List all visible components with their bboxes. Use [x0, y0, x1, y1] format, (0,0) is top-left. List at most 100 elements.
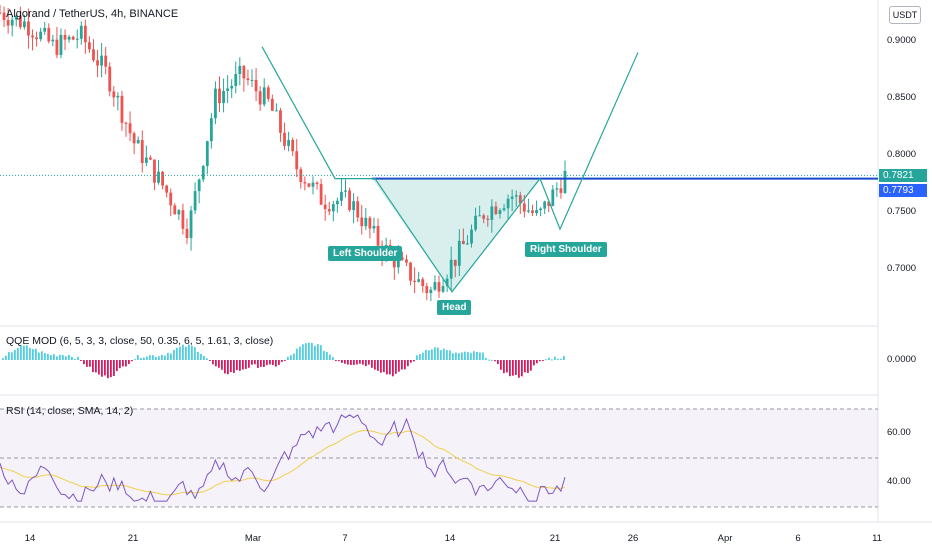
- candle-body: [270, 98, 274, 111]
- candle-body: [148, 157, 152, 160]
- candle-body: [169, 192, 173, 206]
- qqe-bar: [206, 358, 208, 360]
- qqe-bar: [467, 352, 469, 360]
- candle-body: [205, 141, 209, 166]
- qqe-bar: [446, 350, 448, 360]
- right-shoulder-label: Right Shoulder: [525, 242, 607, 257]
- qqe-bar: [41, 351, 43, 360]
- candle-body: [510, 196, 514, 199]
- candle-body: [116, 95, 120, 98]
- qqe-bar: [272, 360, 274, 366]
- candle-body: [360, 217, 364, 227]
- qqe-bar: [344, 360, 346, 364]
- candle-body: [108, 66, 112, 92]
- candle-body: [315, 182, 319, 185]
- pattern-fill: [335, 178, 540, 292]
- candle-body: [327, 209, 331, 212]
- qqe-bar: [521, 360, 523, 377]
- candle-body: [372, 225, 376, 229]
- qqe-bar: [407, 360, 409, 367]
- qqe-bar: [266, 360, 268, 366]
- candle-body: [161, 171, 164, 186]
- qqe-bar: [554, 356, 556, 360]
- candle-body: [478, 215, 482, 217]
- qqe-bar: [314, 345, 316, 360]
- candle-body: [59, 34, 63, 55]
- qqe-bar: [212, 360, 214, 365]
- candle-body: [100, 55, 104, 66]
- qqe-bar: [164, 355, 166, 360]
- qqe-bar: [557, 358, 559, 360]
- qqe-bar: [404, 360, 406, 370]
- candle-body: [441, 286, 445, 292]
- qqe-bar: [464, 351, 466, 360]
- time-axis-tick: 7: [342, 533, 348, 544]
- qqe-indicator-label[interactable]: QQE MOD (6, 5, 3, 3, close, 50, 0.35, 6,…: [6, 335, 274, 347]
- candle-body: [303, 182, 307, 184]
- candle-body: [311, 182, 315, 187]
- candle-body: [457, 240, 461, 266]
- currency-badge[interactable]: USDT: [889, 6, 921, 24]
- qqe-bar: [431, 349, 433, 360]
- qqe-bar: [440, 350, 442, 360]
- candle-body: [104, 55, 108, 67]
- qqe-bar: [371, 360, 373, 368]
- qqe-bar: [215, 360, 217, 367]
- qqe-bar: [395, 360, 397, 374]
- qqe-bar: [8, 352, 10, 360]
- qqe-bar: [545, 359, 547, 361]
- qqe-bar: [482, 352, 484, 360]
- candle-body: [189, 210, 193, 239]
- qqe-bar: [257, 360, 259, 368]
- qqe-bar: [383, 360, 385, 373]
- candle-body: [140, 140, 144, 163]
- candle-body: [445, 278, 449, 287]
- qqe-bar: [251, 360, 253, 365]
- qqe-bar: [530, 360, 532, 371]
- qqe-bar: [560, 358, 562, 360]
- time-axis-tick: Apr: [717, 533, 733, 544]
- left-shoulder-label: Left Shoulder: [328, 246, 403, 261]
- qqe-bar: [470, 353, 472, 360]
- qqe-bar: [527, 360, 529, 373]
- candle-body: [214, 88, 217, 119]
- candle-body: [250, 79, 254, 81]
- qqe-bar: [14, 349, 16, 360]
- qqe-bar: [176, 347, 178, 360]
- qqe-bar: [38, 352, 40, 360]
- qqe-bar: [419, 353, 421, 360]
- candle-body: [2, 12, 6, 21]
- qqe-bar: [293, 353, 295, 360]
- time-axis-tick: 21: [127, 533, 139, 544]
- rsi-indicator-label[interactable]: RSI (14, close, SMA, 14, 2): [6, 405, 134, 417]
- candle-body: [266, 87, 270, 99]
- candle-body: [96, 60, 99, 66]
- qqe-bar: [491, 359, 493, 361]
- qqe-bar: [365, 360, 367, 367]
- candle-body: [35, 37, 38, 40]
- qqe-bar: [35, 348, 37, 360]
- qqe-bar: [122, 360, 124, 367]
- candle-body: [295, 151, 299, 170]
- qqe-bar: [299, 346, 301, 360]
- qqe-bar: [110, 360, 112, 378]
- qqe-bar: [155, 357, 157, 360]
- qqe-bar: [536, 360, 538, 364]
- candles-group: [0, 4, 567, 302]
- candle-body: [209, 118, 213, 142]
- candle-body: [39, 31, 43, 40]
- candle-body: [27, 21, 30, 36]
- time-axis-tick: 26: [627, 533, 639, 544]
- candle-body: [348, 190, 351, 211]
- pattern-trendline: [261, 46, 639, 293]
- qqe-bar: [146, 356, 148, 360]
- candle-body: [376, 225, 380, 246]
- candle-body: [352, 201, 356, 211]
- qqe-bar: [11, 352, 13, 360]
- qqe-bar: [116, 360, 118, 372]
- qqe-bar: [89, 360, 91, 367]
- candle-body: [47, 27, 51, 42]
- candle-body: [425, 286, 429, 294]
- candle-body: [518, 195, 522, 204]
